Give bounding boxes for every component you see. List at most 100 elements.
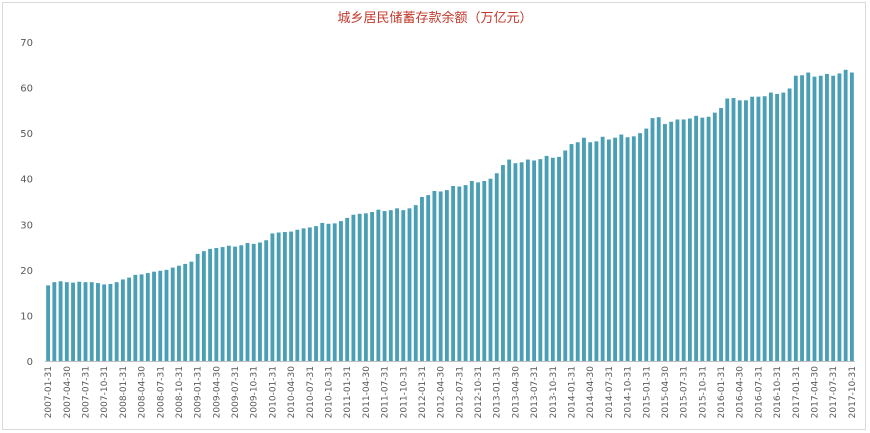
bar	[139, 274, 144, 361]
bar	[631, 136, 636, 361]
bar	[158, 270, 163, 361]
x-tick-label: 2015-04-30	[661, 366, 671, 419]
bar	[370, 211, 375, 361]
x-tick-label: 2015-07-31	[680, 366, 690, 418]
bar	[152, 271, 156, 361]
bar	[388, 210, 393, 361]
bar	[164, 269, 169, 361]
x-tick-label: 2012-07-31	[455, 366, 465, 418]
bar	[114, 282, 119, 361]
bar	[189, 261, 194, 361]
bar	[575, 142, 580, 361]
bar	[700, 117, 705, 362]
x-tick-label: 2016-04-30	[736, 366, 746, 419]
bar	[108, 283, 113, 361]
x-tick-label: 2014-10-31	[624, 366, 634, 418]
bar	[71, 282, 75, 361]
bar	[775, 93, 780, 361]
bar	[120, 279, 125, 361]
bar	[339, 221, 343, 361]
x-tick-label: 2015-01-31	[642, 366, 652, 418]
x-tick-label: 2016-07-31	[754, 366, 764, 418]
bar	[818, 75, 823, 361]
x-tick-label: 2014-07-31	[605, 366, 615, 418]
x-tick-label: 2008-10-31	[175, 366, 185, 418]
bar	[420, 196, 424, 361]
bar	[195, 253, 200, 361]
bar	[812, 76, 817, 361]
y-tick-label: 0	[27, 357, 33, 368]
x-tick-label: 2014-04-30	[586, 366, 596, 419]
bar	[307, 227, 312, 361]
x-tick-label: 2017-04-30	[811, 366, 821, 419]
bar	[376, 209, 381, 361]
bar	[332, 223, 337, 361]
x-tick-label: 2012-10-31	[474, 366, 484, 418]
bar	[825, 73, 829, 362]
bar	[557, 156, 561, 361]
bar	[301, 228, 306, 361]
bar	[532, 160, 537, 361]
bar	[675, 119, 680, 361]
x-tick-label: 2011-01-31	[343, 366, 353, 418]
x-tick-label: 2013-01-31	[493, 366, 503, 418]
bar	[476, 182, 480, 361]
bar	[451, 186, 456, 361]
x-tick-label: 2009-01-31	[194, 366, 204, 418]
bar	[582, 137, 586, 361]
bar	[345, 217, 350, 361]
bar	[170, 267, 175, 361]
bar	[295, 229, 300, 361]
bar	[656, 117, 661, 361]
bar	[239, 245, 244, 361]
x-tick-label: 2012-04-30	[437, 366, 447, 419]
bar	[320, 222, 325, 361]
bar	[669, 121, 674, 361]
bar	[407, 208, 412, 361]
bar	[463, 185, 468, 361]
bar	[96, 283, 100, 361]
bar	[681, 119, 686, 361]
bar	[432, 191, 437, 361]
bar	[289, 231, 294, 361]
y-tick-label: 50	[20, 129, 33, 140]
bar	[762, 96, 767, 361]
x-tick-label: 2011-07-31	[381, 366, 391, 418]
bar	[588, 142, 593, 361]
bar	[712, 112, 717, 361]
bar	[706, 116, 711, 362]
bar	[245, 242, 250, 361]
bar	[513, 163, 518, 361]
y-tick-label: 30	[20, 220, 33, 231]
bar	[525, 159, 530, 361]
x-tick-label: 2017-10-31	[848, 366, 858, 418]
bar	[594, 141, 599, 361]
x-tick-label: 2007-01-31	[44, 366, 54, 418]
bar	[538, 159, 543, 361]
bar	[438, 191, 443, 361]
bar	[663, 124, 667, 361]
bar	[314, 226, 318, 361]
bar	[806, 72, 811, 361]
bar	[201, 251, 206, 361]
chart-title: 城乡居民储蓄存款余额（万亿元）	[337, 11, 533, 26]
bar	[600, 136, 605, 361]
x-tick-label: 2013-10-31	[549, 366, 559, 418]
x-tick-label: 2007-07-31	[82, 366, 92, 418]
bar	[787, 88, 792, 361]
bar	[731, 98, 736, 362]
x-tick-label: 2010-01-31	[268, 366, 278, 418]
x-tick-label: 2016-10-31	[773, 366, 783, 418]
bar	[401, 210, 406, 361]
bar	[214, 247, 219, 361]
bar	[89, 282, 94, 361]
bar	[469, 180, 474, 361]
bar	[457, 186, 462, 361]
x-tick-label: 2017-01-31	[792, 366, 802, 418]
bar	[725, 98, 730, 361]
bar	[619, 134, 624, 361]
bar	[83, 282, 88, 361]
bar	[46, 285, 51, 361]
bar	[744, 100, 748, 361]
